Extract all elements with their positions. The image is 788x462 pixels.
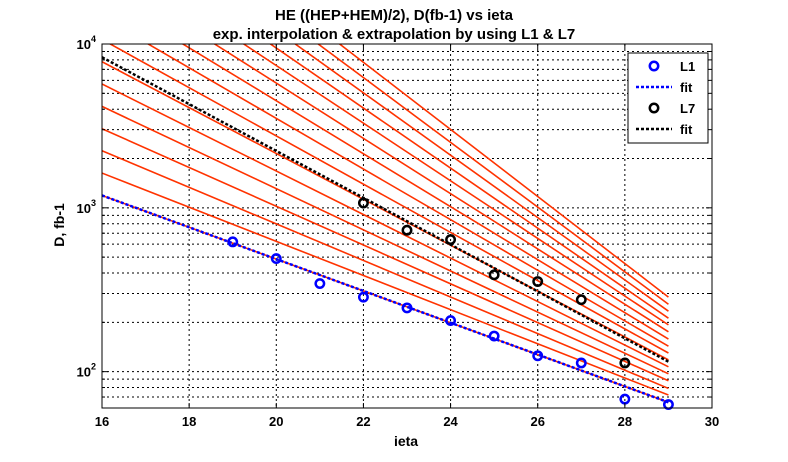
x-axis-label: ieta — [394, 433, 418, 449]
legend-label: fit — [680, 80, 693, 95]
l1-data-point — [314, 278, 326, 289]
l1-data-point — [445, 315, 457, 327]
l1-data-point — [532, 350, 544, 362]
interpolation-line — [316, 44, 669, 305]
interpolation-line — [102, 83, 669, 368]
l7-data-point — [532, 276, 544, 287]
legend: L1 fit L7 fit — [627, 52, 709, 144]
interpolation-line — [338, 44, 669, 298]
interpolation-line — [146, 44, 669, 347]
y-axis-label: D, fb-1 — [51, 203, 67, 247]
y-tick-label: 102 — [77, 362, 96, 380]
interpolation-line — [293, 44, 669, 312]
l1-data-point — [488, 330, 500, 342]
interpolation-line — [102, 105, 669, 375]
l1-data-point — [227, 236, 239, 248]
legend-marker — [648, 60, 660, 72]
l7-data-point — [488, 269, 500, 281]
interpolation-line — [108, 44, 669, 354]
fit-line — [101, 56, 670, 363]
y-tick-label: 104 — [77, 34, 96, 52]
interpolation-line — [102, 172, 669, 396]
interpolation-line — [102, 127, 669, 382]
x-tick-label: 24 — [443, 414, 458, 429]
l7-data-point — [619, 357, 631, 369]
x-tick-label: 28 — [618, 414, 632, 429]
axes-frame — [101, 43, 713, 409]
chart-subtitle: exp. interpolation & extrapolation by us… — [213, 26, 576, 43]
plot-area: 16 18 20 22 24 26 28 30 102 103 104 — [77, 34, 720, 429]
chart-title: HE ((HEP+HEM)/2), D(fb-1) vs ieta — [275, 7, 514, 24]
l1-data-point — [662, 399, 674, 410]
l7-data-point — [575, 294, 587, 306]
l7-data-point — [445, 234, 457, 246]
l1-data-point — [401, 302, 413, 314]
x-tick-label: 30 — [705, 414, 719, 429]
l1-data-point — [270, 253, 282, 265]
l1-data-point — [575, 357, 587, 369]
x-tick-label: 18 — [182, 414, 196, 429]
legend-label: fit — [680, 122, 693, 137]
fit-line — [101, 194, 669, 404]
interpolation-line — [269, 44, 669, 319]
legend-label: L7 — [680, 101, 695, 116]
interpolation-line — [102, 150, 669, 390]
interpolation-line — [181, 44, 669, 340]
y-tick-label: 103 — [77, 198, 96, 216]
x-tick-label: 16 — [95, 414, 109, 429]
x-tick-label: 22 — [356, 414, 370, 429]
l7-data-point — [357, 197, 369, 209]
x-tick-label: 20 — [269, 414, 283, 429]
legend-marker — [648, 102, 660, 114]
l7-data-point — [401, 224, 413, 236]
legend-label: L1 — [680, 59, 695, 74]
x-tick-label: 26 — [530, 414, 544, 429]
l1-data-point — [357, 291, 369, 303]
interpolation-line — [213, 44, 669, 333]
interpolation-line — [242, 44, 669, 326]
